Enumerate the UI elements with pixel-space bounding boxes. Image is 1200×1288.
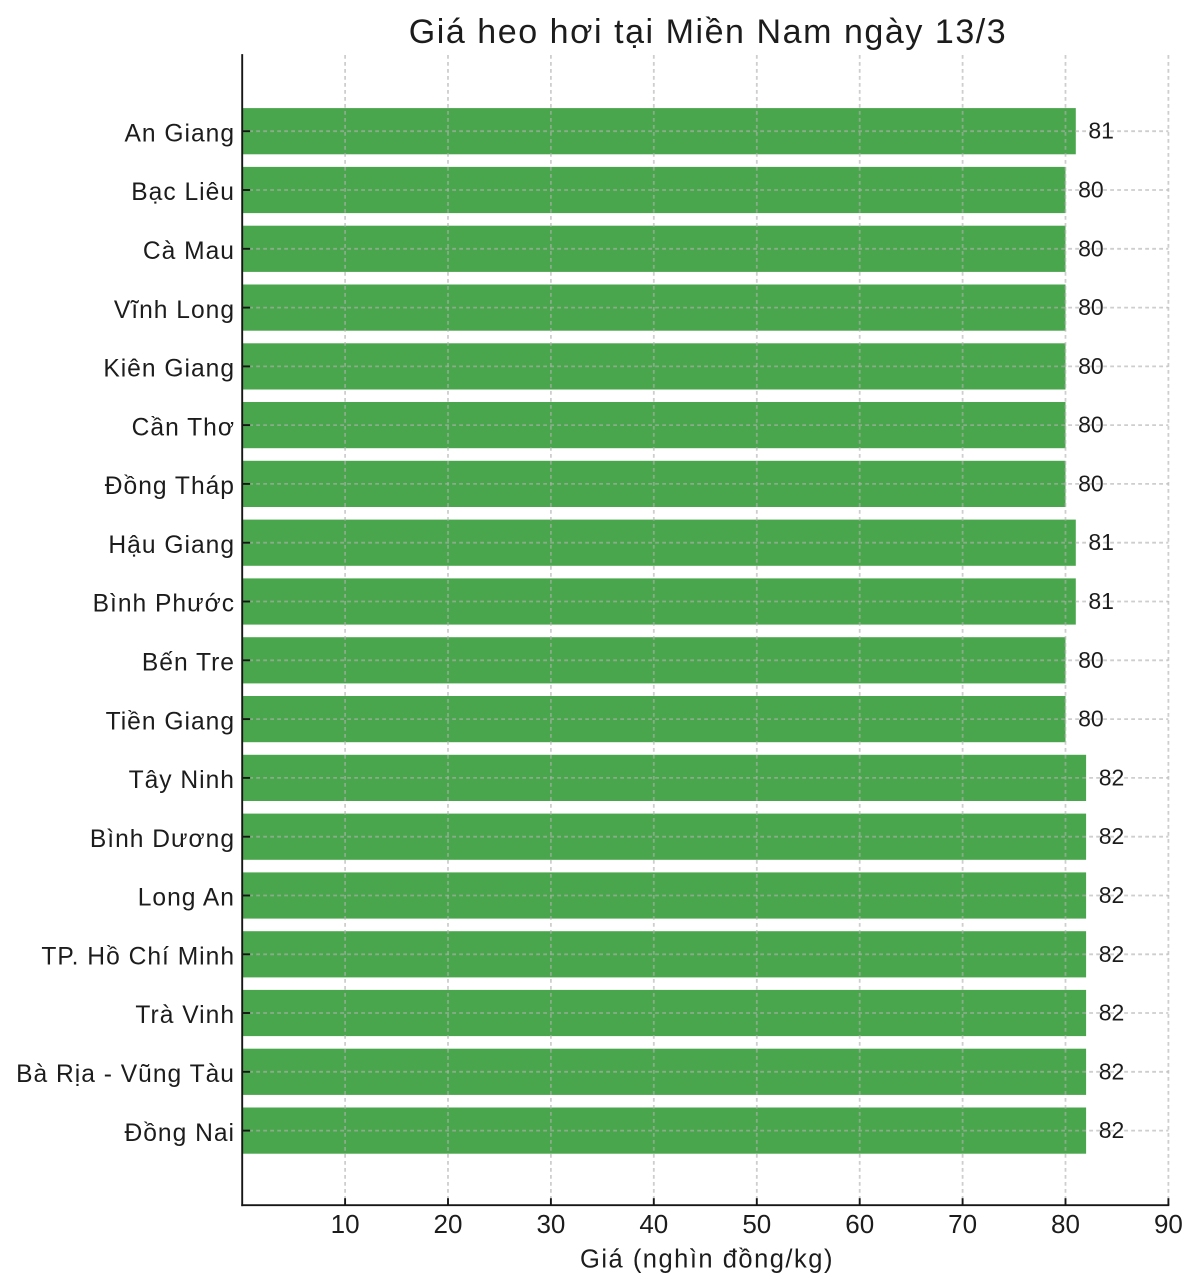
svg-text:40: 40 — [639, 1209, 668, 1239]
svg-text:Bình Dương: Bình Dương — [90, 826, 235, 853]
svg-text:90: 90 — [1154, 1209, 1183, 1239]
svg-text:80: 80 — [1078, 177, 1104, 203]
svg-text:80: 80 — [1078, 353, 1104, 379]
svg-text:80: 80 — [1078, 470, 1104, 496]
svg-text:Bà Rịa - Vũng Tàu: Bà Rịa - Vũng Tàu — [16, 1061, 235, 1088]
svg-text:30: 30 — [536, 1209, 565, 1239]
svg-text:Bạc Liêu: Bạc Liêu — [131, 179, 235, 206]
svg-text:81: 81 — [1088, 529, 1114, 555]
svg-text:Trà Vinh: Trà Vinh — [135, 1002, 235, 1029]
svg-text:Tiền Giang: Tiền Giang — [106, 708, 235, 735]
svg-text:80: 80 — [1078, 294, 1104, 320]
svg-text:Cần Thơ: Cần Thơ — [132, 414, 235, 441]
svg-text:Tây Ninh: Tây Ninh — [129, 767, 235, 794]
svg-text:Vĩnh Long: Vĩnh Long — [114, 297, 235, 324]
svg-text:82: 82 — [1099, 1000, 1125, 1026]
svg-text:82: 82 — [1099, 882, 1125, 908]
svg-text:80: 80 — [1078, 235, 1104, 261]
svg-text:80: 80 — [1078, 706, 1104, 732]
svg-text:50: 50 — [742, 1209, 771, 1239]
svg-text:Đồng Nai: Đồng Nai — [124, 1120, 235, 1147]
svg-text:Long An: Long An — [138, 885, 235, 912]
svg-text:Cà Mau: Cà Mau — [143, 238, 235, 265]
svg-text:Giá (nghìn đồng/kg): Giá (nghìn đồng/kg) — [580, 1246, 834, 1274]
svg-text:10: 10 — [331, 1209, 360, 1239]
svg-text:Đồng Tháp: Đồng Tháp — [105, 473, 235, 500]
svg-text:20: 20 — [434, 1209, 463, 1239]
svg-text:Kiên Giang: Kiên Giang — [103, 356, 235, 383]
svg-text:80: 80 — [1078, 647, 1104, 673]
svg-text:81: 81 — [1088, 588, 1114, 614]
svg-text:Bình Phước: Bình Phước — [93, 591, 235, 618]
svg-text:60: 60 — [845, 1209, 874, 1239]
svg-text:Giá heo hơi tại Miền Nam ngày: Giá heo hơi tại Miền Nam ngày 13/3 — [409, 13, 1008, 51]
svg-text:82: 82 — [1099, 764, 1125, 790]
svg-text:80: 80 — [1078, 412, 1104, 438]
svg-text:82: 82 — [1099, 1117, 1125, 1143]
svg-text:70: 70 — [948, 1209, 977, 1239]
svg-text:Bến Tre: Bến Tre — [142, 650, 235, 677]
svg-text:82: 82 — [1099, 823, 1125, 849]
svg-text:81: 81 — [1088, 118, 1114, 144]
svg-text:80: 80 — [1051, 1209, 1080, 1239]
svg-text:TP. Hồ Chí Minh: TP. Hồ Chí Minh — [41, 944, 235, 971]
svg-text:82: 82 — [1099, 941, 1125, 967]
svg-text:An Giang: An Giang — [124, 120, 235, 147]
svg-text:Hậu Giang: Hậu Giang — [108, 532, 235, 559]
svg-text:82: 82 — [1099, 1058, 1125, 1084]
